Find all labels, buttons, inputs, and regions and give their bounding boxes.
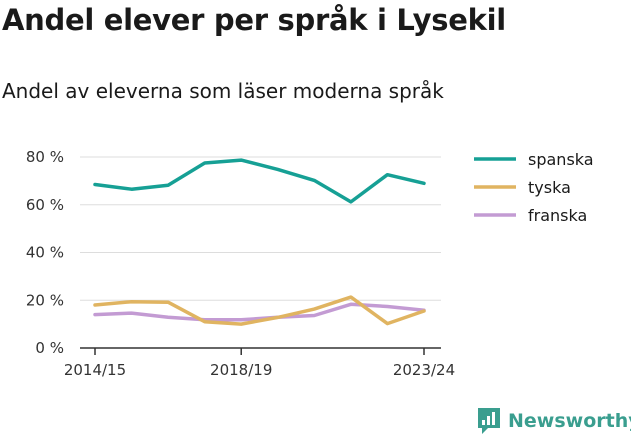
x-tick-label: 2018/19 bbox=[210, 361, 272, 379]
y-tick-label: 20 % bbox=[26, 291, 64, 309]
y-axis-ticks: 0 % 20 % 40 % 60 % 80 % bbox=[26, 148, 64, 357]
newsworthy-logo-icon bbox=[478, 408, 500, 434]
series-line-tyska bbox=[93, 295, 426, 326]
chart-title: Andel elever per språk i Lysekil bbox=[2, 3, 506, 37]
x-axis: 2014/15 2018/19 2023/24 bbox=[64, 348, 455, 379]
y-tick-label: 60 % bbox=[26, 196, 64, 214]
x-tick-label: 2023/24 bbox=[393, 361, 455, 379]
y-tick-label: 80 % bbox=[26, 148, 64, 166]
series-line-spanska bbox=[93, 158, 426, 204]
legend: spanska tyska franska bbox=[474, 150, 594, 225]
chart-subtitle: Andel av eleverna som läser moderna språ… bbox=[2, 79, 444, 103]
series-lines bbox=[93, 158, 426, 326]
x-tick-label: 2014/15 bbox=[64, 361, 126, 379]
legend-label-tyska: tyska bbox=[528, 178, 571, 197]
legend-label-franska: franska bbox=[528, 206, 587, 225]
y-tick-label: 0 % bbox=[35, 339, 64, 357]
y-tick-label: 40 % bbox=[26, 244, 64, 262]
newsworthy-brand: Newsworthy bbox=[476, 406, 631, 436]
gridlines bbox=[80, 156, 441, 349]
brand-name: Newsworthy bbox=[508, 410, 631, 432]
legend-label-spanska: spanska bbox=[528, 150, 594, 169]
series-line-franska bbox=[93, 302, 426, 322]
